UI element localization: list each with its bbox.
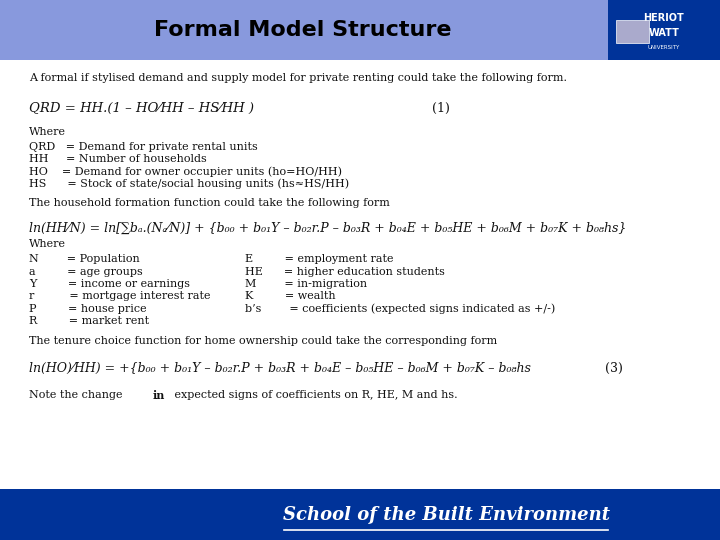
Text: Y         = income or earnings: Y = income or earnings (29, 279, 190, 289)
Text: HERIOT: HERIOT (644, 13, 684, 23)
Text: HE      = higher education students: HE = higher education students (245, 267, 445, 276)
Text: UNIVERSITY: UNIVERSITY (648, 45, 680, 50)
Text: HH     = Number of households: HH = Number of households (29, 154, 207, 164)
Text: a         = age groups: a = age groups (29, 267, 143, 276)
Text: E         = employment rate: E = employment rate (245, 254, 393, 264)
Text: ln(HH⁄N) = ln[∑bₐ.(Nₐ⁄N)] + {b₀₀ + b₀₁Y – b₀₂r.P – b₀₃R + b₀₄E + b₀₅HE + b₀₆M + : ln(HH⁄N) = ln[∑bₐ.(Nₐ⁄N)] + {b₀₀ + b₀₁Y … (29, 221, 626, 234)
Text: in: in (153, 390, 165, 401)
Text: HO    = Demand for owner occupier units (ho=HO/HH): HO = Demand for owner occupier units (ho… (29, 166, 342, 177)
Text: Note the change: Note the change (29, 390, 126, 400)
Text: (3): (3) (605, 362, 623, 375)
Text: The household formation function could take the following form: The household formation function could t… (29, 198, 390, 207)
Text: ln(HO)⁄HH) = +{b₀₀ + b₀₁Y – b₀₂r.P + b₀₃R + b₀₄E – b₀₅HE – b₀₆M + b₀₇K – b₀₈hs: ln(HO)⁄HH) = +{b₀₀ + b₀₁Y – b₀₂r.P + b₀₃… (29, 362, 531, 375)
Text: K         = wealth: K = wealth (245, 292, 336, 301)
Text: Formal Model Structure: Formal Model Structure (153, 20, 451, 40)
FancyBboxPatch shape (0, 489, 720, 540)
Text: QRD   = Demand for private rental units: QRD = Demand for private rental units (29, 142, 258, 152)
Text: (1): (1) (432, 102, 450, 114)
FancyBboxPatch shape (616, 21, 649, 43)
Text: QRD = HH.(1 – HO⁄HH – HS⁄HH ): QRD = HH.(1 – HO⁄HH – HS⁄HH ) (29, 102, 254, 114)
Text: Where: Where (29, 127, 66, 137)
FancyBboxPatch shape (0, 0, 720, 60)
Text: M        = in-migration: M = in-migration (245, 279, 367, 289)
Text: WATT: WATT (649, 28, 679, 38)
Text: N        = Population: N = Population (29, 254, 140, 264)
Text: R         = market rent: R = market rent (29, 316, 149, 326)
FancyBboxPatch shape (608, 0, 720, 60)
Text: School of the Built Environment: School of the Built Environment (283, 505, 610, 524)
Text: P         = house price: P = house price (29, 304, 146, 314)
Text: HS      = Stock of state/social housing units (hs≈HS/HH): HS = Stock of state/social housing units… (29, 179, 349, 190)
Text: The tenure choice function for home ownership could take the corresponding form: The tenure choice function for home owne… (29, 336, 497, 346)
Text: r          = mortgage interest rate: r = mortgage interest rate (29, 292, 210, 301)
Text: b’s        = coefficients (expected signs indicated as +/-): b’s = coefficients (expected signs indic… (245, 303, 555, 314)
Text: A formal if stylised demand and supply model for private renting could take the : A formal if stylised demand and supply m… (29, 73, 567, 83)
Text: Where: Where (29, 239, 66, 249)
Text: expected signs of coefficients on R, HE, M and hs.: expected signs of coefficients on R, HE,… (171, 390, 457, 400)
